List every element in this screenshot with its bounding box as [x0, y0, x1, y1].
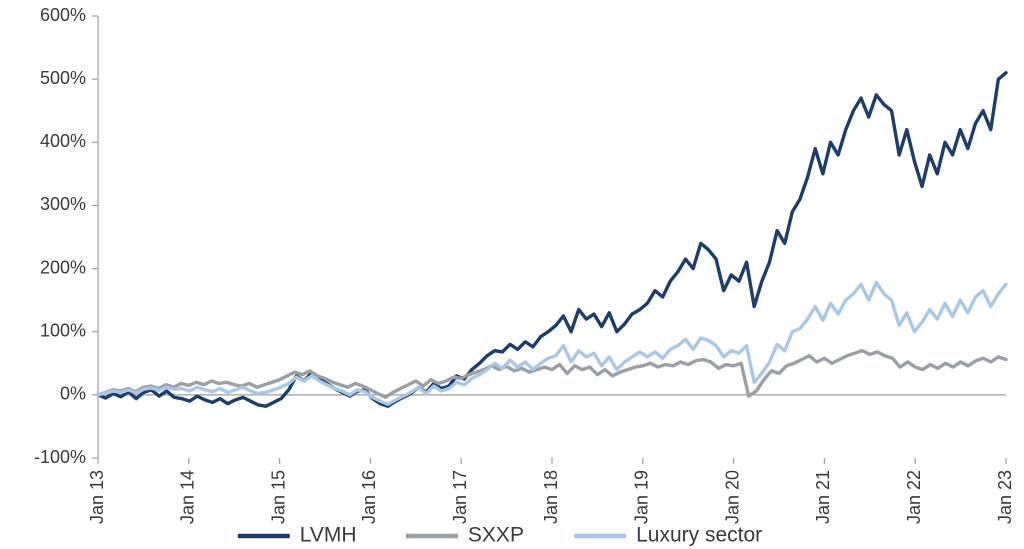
- y-axis-tick-label: 200%: [40, 257, 86, 277]
- x-axis-tick-label: Jan 23: [995, 470, 1015, 524]
- x-axis-tick-label: Jan 16: [359, 470, 379, 524]
- x-axis-tick-label: Jan 22: [904, 470, 924, 524]
- x-axis-tick-label: Jan 15: [268, 470, 288, 524]
- performance-chart: -100% 0% 100% 200% 300% 400% 500% 600% Jan 13 Jan…: [0, 0, 1024, 549]
- y-axis-tick-label: 100%: [40, 320, 86, 340]
- legend-label-luxury: Luxury sector: [636, 524, 762, 547]
- x-axis-tick-label: Jan 13: [87, 470, 107, 524]
- y-axis-tick-label: 600%: [40, 5, 86, 25]
- x-axis-tick-label: Jan 18: [541, 470, 561, 524]
- x-axis-tick-label: Jan 20: [722, 470, 742, 524]
- y-axis-tick-label: 0%: [60, 384, 86, 404]
- legend-label-sxxp: SXXP: [468, 524, 524, 547]
- legend-label-lvmh: LVMH: [300, 524, 357, 547]
- x-axis-tick-label: Jan 14: [178, 470, 198, 524]
- x-axis-tick-label: Jan 21: [813, 470, 833, 524]
- legend: LVMH SXXP Luxury sector: [238, 524, 762, 547]
- y-axis-tick-label: -100%: [34, 447, 86, 467]
- x-axis-tick-label: Jan 19: [632, 470, 652, 524]
- y-axis-tick-label: 400%: [40, 131, 86, 151]
- x-axis-tick-label: Jan 17: [450, 470, 470, 524]
- y-axis-tick-label: 300%: [40, 194, 86, 214]
- y-axis-tick-label: 500%: [40, 68, 86, 88]
